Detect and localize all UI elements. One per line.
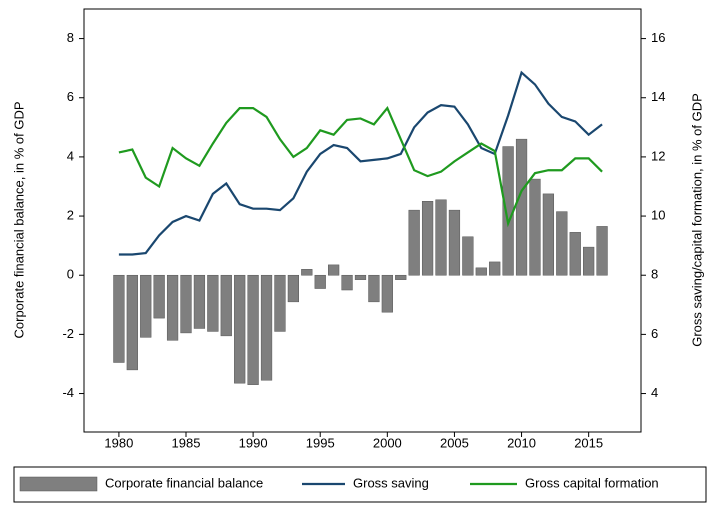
y-tick-label: 8 [67, 30, 74, 45]
bar [301, 269, 313, 276]
bar [569, 232, 581, 276]
bar [435, 199, 447, 276]
bar [180, 274, 192, 334]
bar [260, 274, 273, 381]
x-tick-label: 1995 [306, 435, 335, 450]
bar [207, 274, 219, 332]
legend-label: Gross capital formation [525, 475, 659, 490]
line [118, 106, 603, 228]
bar [596, 226, 608, 276]
bar [193, 274, 206, 329]
bar [448, 209, 461, 276]
bar [274, 274, 286, 332]
y-tick-label: -4 [62, 385, 74, 400]
y2-tick-label: 8 [651, 267, 658, 282]
legend-label: Gross saving [353, 475, 429, 490]
bar [113, 274, 125, 363]
y-tick-label: 2 [67, 208, 74, 223]
bar [328, 264, 340, 276]
bar [153, 274, 165, 319]
y2-tick-label: 16 [651, 30, 665, 45]
bar [542, 193, 555, 276]
y2-tick-label: 10 [651, 208, 665, 223]
bar [556, 211, 568, 276]
bar [395, 274, 407, 280]
bar [475, 267, 487, 276]
bar [354, 274, 367, 280]
bar [421, 201, 434, 276]
x-tick-label: 2005 [440, 435, 469, 450]
x-tick-label: 2015 [574, 435, 603, 450]
bar [341, 274, 353, 291]
line [118, 70, 603, 256]
bar [287, 274, 299, 303]
x-tick-label: 1980 [104, 435, 133, 450]
bar [234, 274, 246, 384]
bar [489, 261, 501, 276]
plot-frame [83, 8, 642, 433]
y-tick-label: 4 [67, 148, 74, 163]
x-tick-label: 2000 [373, 435, 402, 450]
y-tick-label: 0 [67, 267, 74, 282]
bar [140, 274, 152, 338]
bar [220, 274, 232, 337]
y2-tick-label: 6 [651, 326, 658, 341]
x-tick-label: 1985 [172, 435, 201, 450]
bar [381, 274, 393, 313]
bar [126, 274, 138, 371]
y2-tick-label: 12 [651, 148, 665, 163]
bar [515, 138, 528, 276]
y2-tick-label: 4 [651, 385, 658, 400]
bar [368, 274, 380, 303]
legend-label: Corporate financial balance [105, 475, 263, 490]
bar [314, 274, 326, 289]
x-tick-label: 1990 [239, 435, 268, 450]
x-tick-label: 2010 [507, 435, 536, 450]
legend-box [13, 466, 707, 503]
y2-axis-label: Gross saving/capital formation, in % of … [689, 93, 704, 347]
bar [408, 209, 420, 276]
y-tick-label: -2 [62, 326, 74, 341]
bar [583, 246, 595, 276]
bar [502, 146, 514, 276]
bar [247, 274, 259, 385]
bar [462, 236, 474, 276]
bar [166, 274, 179, 341]
legend-swatch [19, 476, 98, 492]
y-axis-label: Corporate financial balance, in % of GDP [11, 101, 26, 338]
y2-tick-label: 14 [651, 89, 665, 104]
y-tick-label: 6 [67, 89, 74, 104]
bar [529, 178, 541, 276]
